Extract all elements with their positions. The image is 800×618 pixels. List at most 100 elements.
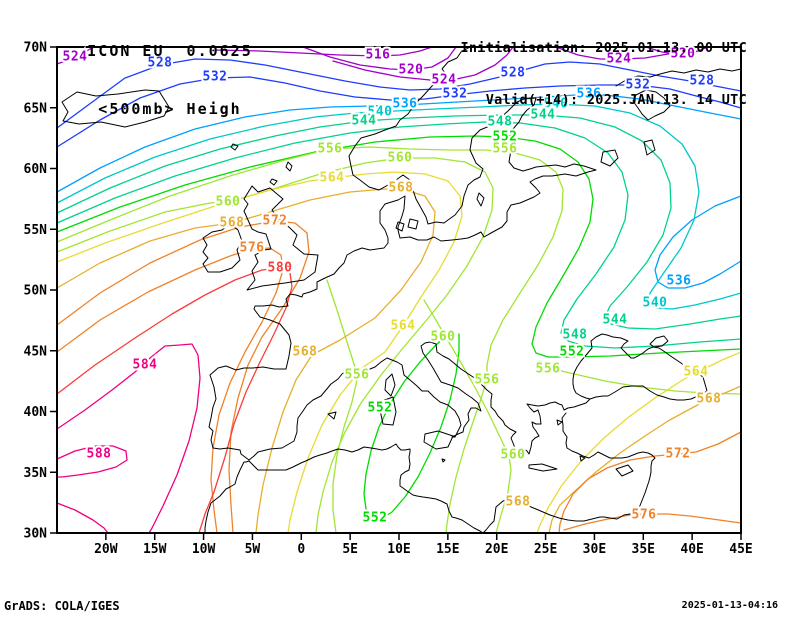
island-funen (395, 221, 405, 232)
lon-tick-label: 10W (192, 542, 216, 557)
contour-label-560: 560 (388, 151, 413, 166)
contour-label-524: 524 (432, 73, 457, 88)
island-orkney (269, 178, 278, 186)
lat-tick-label: 70N (24, 41, 48, 56)
island-crete (528, 463, 558, 472)
contour-label-556: 556 (345, 368, 370, 383)
coastline-ireland (202, 223, 243, 273)
contour-label-552: 552 (363, 511, 388, 526)
creation-timestamp: 2025-01-13-04:16 (681, 600, 778, 611)
contour-label-584: 584 (133, 358, 158, 373)
contour-label-528: 528 (148, 56, 173, 71)
contour-label-536: 536 (577, 87, 602, 102)
lon-tick-label: 15W (143, 542, 167, 557)
island-lesbos (556, 419, 563, 426)
contour-label-540: 540 (544, 97, 569, 112)
title-left-block: ICON EU 0.0625 <500mb> Heigh (30, 6, 310, 154)
coastlines (61, 46, 742, 534)
contour-label-580: 580 (268, 261, 293, 276)
contour-label-576: 576 (632, 508, 657, 523)
contour-label-520: 520 (399, 63, 424, 78)
lat-tick-label: 65N (24, 101, 48, 116)
contour-label-524: 524 (607, 52, 632, 67)
contour-label-560: 560 (216, 195, 241, 210)
height-contours (56, 46, 742, 534)
lake-ladoga (600, 149, 619, 167)
contour-label-524: 524 (63, 50, 88, 65)
init-time-label: Initialisation: 2025.01.13. 00 UTC (460, 40, 747, 56)
contour-label-540: 540 (368, 105, 393, 120)
contour-label-536: 536 (667, 274, 692, 289)
island-rhodes (579, 455, 586, 462)
contour-label-532: 532 (203, 70, 228, 85)
contour-label-544: 544 (352, 114, 377, 129)
contour-label-568: 568 (697, 392, 722, 407)
contour-label-552: 552 (560, 345, 585, 360)
lat-tick-label: 55N (24, 223, 48, 238)
lon-tick-label: 20W (94, 542, 118, 557)
coastline-sea-of-azov (649, 335, 669, 348)
valid-time-label: Valid(+14): 2025.JAN.13. 14 UTC (485, 92, 747, 108)
island-corsica (384, 373, 396, 397)
contour-label-544: 544 (531, 108, 556, 123)
contour-label-528: 528 (690, 74, 715, 89)
coastline-europe-mainland (208, 46, 597, 461)
lon-tick-label: 20E (485, 542, 508, 557)
island-shetland (285, 161, 293, 172)
contour-label-528: 528 (501, 66, 526, 81)
lon-tick-label: 25E (534, 542, 557, 557)
lon-tick-label: 30E (583, 542, 606, 557)
axis-labels: 70N 65N 60N 55N 50N 45N 40N 35N 30N 20W 15W 10W 5W 0 5… (24, 41, 753, 558)
contour-label-564: 564 (320, 171, 345, 186)
contour-label-568: 568 (506, 495, 531, 510)
contour-label-576: 576 (240, 241, 265, 256)
island-malta (441, 458, 446, 463)
island-gotland (476, 192, 485, 207)
contour-label-572: 572 (263, 214, 288, 229)
contour-label-588: 588 (87, 447, 112, 462)
contour-label-536: 536 (393, 97, 418, 112)
lat-tick-label: 60N (24, 162, 48, 177)
lake-onega (643, 139, 656, 156)
lat-tick-label: 40N (24, 405, 48, 420)
contour-label-516: 516 (366, 48, 391, 63)
coastline-white-sea (632, 89, 671, 121)
lon-tick-label: 45E (729, 542, 752, 557)
lon-tick-label: 0 (297, 542, 305, 557)
contour-label-560: 560 (431, 330, 456, 345)
field-title: <500mb> Heigh (98, 100, 242, 118)
lon-tick-label: 10E (387, 542, 410, 557)
title-right-block: Initialisation: 2025.01.13. 00 UTC Valid… (387, 8, 747, 140)
coastline-kola-barents (615, 68, 742, 87)
island-mallorca (327, 411, 337, 420)
contour-label-560: 560 (501, 448, 526, 463)
grads-credit: GrADS: COLA/IGES (4, 599, 120, 613)
coastline-iceland (61, 89, 170, 128)
contour-label-568: 568 (220, 216, 245, 231)
coastline-great-britain (243, 185, 319, 291)
coastline-anatolia-africa (204, 412, 656, 534)
contour-label-564: 564 (684, 365, 709, 380)
island-hebrides (229, 195, 237, 207)
contour-label-556: 556 (475, 373, 500, 388)
coastline-black-sea (572, 333, 708, 401)
island-sardinia (379, 396, 397, 426)
island-faroe (230, 143, 239, 151)
contour-label-556: 556 (318, 142, 343, 157)
contour-label-568: 568 (293, 345, 318, 360)
contour-label-556: 556 (536, 362, 561, 377)
contour-label-544: 544 (603, 313, 628, 328)
contour-label-548: 548 (488, 115, 513, 130)
contour-labels: 5165205205245245245285285285325325325365… (61, 45, 723, 528)
contour-label-540: 540 (643, 296, 668, 311)
island-zealand (407, 218, 419, 230)
lat-tick-label: 45N (24, 344, 48, 359)
model-title: ICON EU 0.0625 (87, 42, 253, 60)
lon-tick-label: 35E (632, 542, 655, 557)
axis-ticks (50, 46, 742, 540)
lon-tick-label: 5E (342, 542, 358, 557)
lat-tick-label: 35N (24, 466, 48, 481)
lat-tick-label: 30N (24, 527, 48, 542)
